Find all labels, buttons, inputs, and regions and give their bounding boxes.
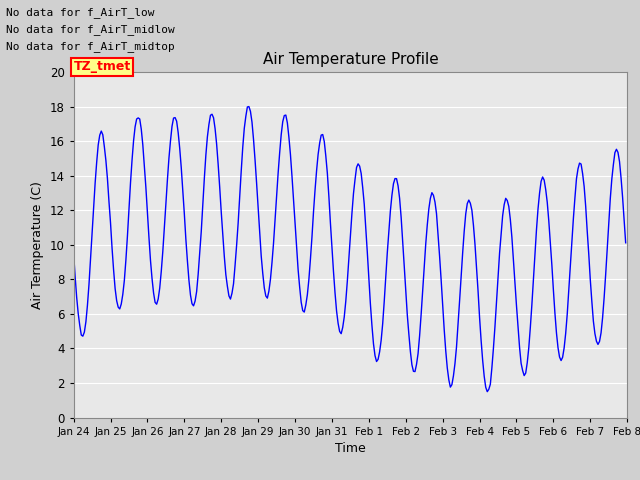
Text: No data for f_AirT_midtop: No data for f_AirT_midtop: [6, 41, 175, 52]
Text: TZ_tmet: TZ_tmet: [74, 60, 131, 73]
X-axis label: Time: Time: [335, 442, 366, 455]
Y-axis label: Air Termperature (C): Air Termperature (C): [31, 181, 44, 309]
Text: No data for f_AirT_low: No data for f_AirT_low: [6, 7, 155, 18]
Title: Air Temperature Profile: Air Temperature Profile: [262, 52, 438, 67]
Text: No data for f_AirT_midlow: No data for f_AirT_midlow: [6, 24, 175, 35]
